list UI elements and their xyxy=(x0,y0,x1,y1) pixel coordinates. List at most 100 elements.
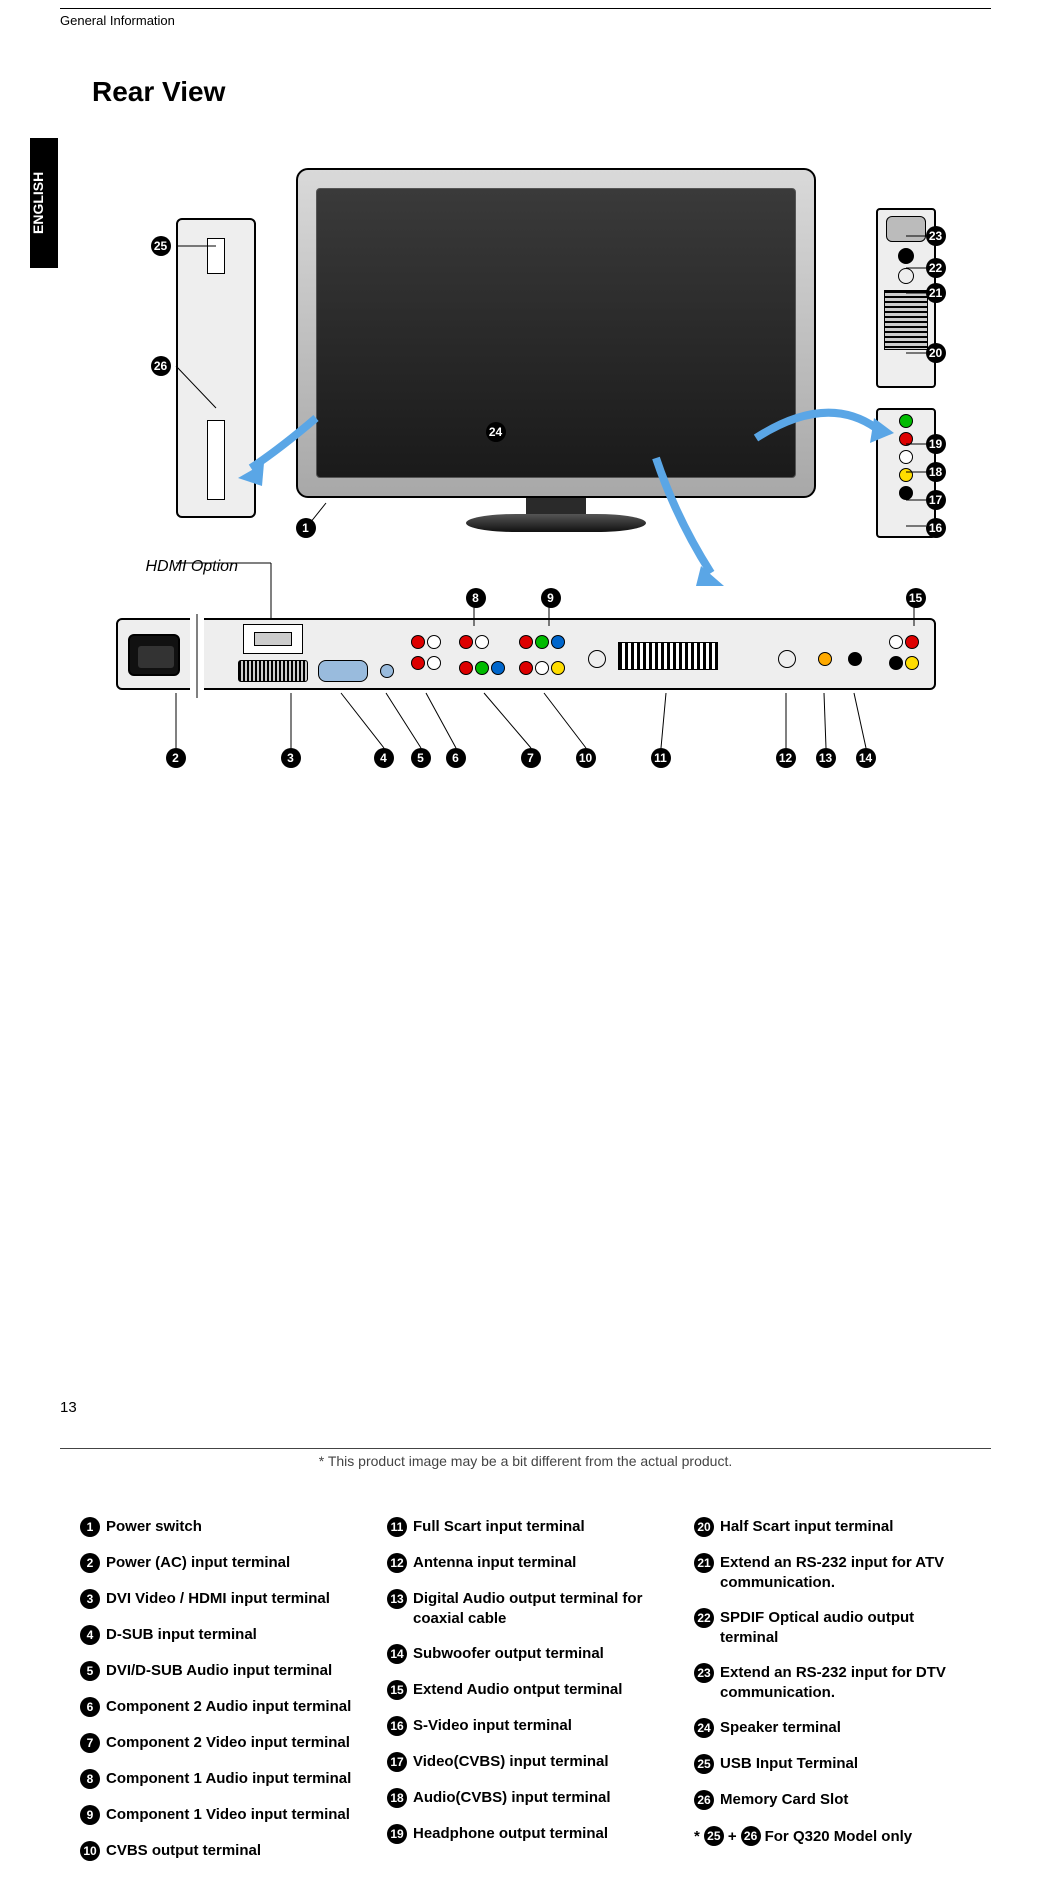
s-video-jack xyxy=(899,486,913,500)
legend-item-20: 20Half Scart input terminal xyxy=(694,1517,971,1537)
half-scart-port xyxy=(884,290,928,350)
legend-item-4: 4 D-SUB input terminal xyxy=(80,1625,357,1645)
legend-text: Power (AC) input terminal xyxy=(106,1553,357,1573)
legend-badge: 8 xyxy=(80,1769,100,1789)
callout-badge: 19 xyxy=(926,434,946,454)
digital-coax-out xyxy=(818,652,832,666)
legend-badge: 5 xyxy=(80,1661,100,1681)
legend-item-23: 23Extend an RS-232 input for DTV communi… xyxy=(694,1663,971,1702)
legend-text: Component 2 Video input terminal xyxy=(106,1733,357,1753)
component1-audio xyxy=(458,634,490,655)
hdmi-callout-box xyxy=(243,624,303,654)
legend-item-3: 3 DVI Video / HDMI input terminal xyxy=(80,1589,357,1609)
callout-14: 14 xyxy=(856,748,876,768)
hdmi-port xyxy=(254,632,292,646)
callout-6: 6 xyxy=(446,748,466,768)
callout-12: 12 xyxy=(776,748,796,768)
legend-text: Full Scart input terminal xyxy=(413,1517,664,1537)
legend-text: Antenna input terminal xyxy=(413,1553,664,1573)
legend-item-21: 21 Extend an RS-232 input for ATV communi… xyxy=(694,1553,971,1592)
legend-item-8: 8 Component 1 Audio input terminal xyxy=(80,1769,357,1789)
legend-text: USB Input Terminal xyxy=(720,1754,971,1774)
cvbs-out-coax xyxy=(588,650,606,668)
disclaimer-rule xyxy=(60,1448,991,1449)
legend-item-10: 10CVBS output terminal xyxy=(80,1841,357,1861)
page-number: 13 xyxy=(60,1399,77,1416)
legend-item-16: 16 S-Video input terminal xyxy=(387,1716,664,1736)
legend-text: Memory Card Slot xyxy=(720,1790,971,1810)
legend-badge: 2 xyxy=(80,1553,100,1573)
cvbs-audio-r xyxy=(899,432,913,446)
subwoofer-out xyxy=(848,652,862,666)
legend-badge: 1 xyxy=(80,1517,100,1537)
legend-item-25: 25 USB Input Terminal xyxy=(694,1754,971,1774)
legend-badge: 13 xyxy=(387,1589,407,1609)
legend-badge: 16 xyxy=(387,1716,407,1736)
legend-text: Power switch xyxy=(106,1517,357,1537)
rs232-atv-port xyxy=(898,268,914,284)
callout-badge: 3 xyxy=(281,748,301,768)
spdif-port xyxy=(898,248,914,264)
legend-item-17: 17 Video(CVBS) input terminal xyxy=(387,1752,664,1772)
legend-badge: 10 xyxy=(80,1841,100,1861)
callout-7: 7 xyxy=(521,748,541,768)
callout-badge: 16 xyxy=(926,518,946,538)
footnote-plus: + xyxy=(728,1828,737,1845)
callout-badge: 17 xyxy=(926,490,946,510)
legend-badge: 3 xyxy=(80,1589,100,1609)
callout-25: 25 xyxy=(151,236,171,256)
legend-text: S-Video input terminal xyxy=(413,1716,664,1736)
bottom-connector-strip xyxy=(116,618,936,690)
legend-badge: 14 xyxy=(387,1644,407,1664)
legend-badge: 21 xyxy=(694,1553,714,1573)
callout-badge: 7 xyxy=(521,748,541,768)
break-line xyxy=(190,614,204,698)
legend-badge: 26 xyxy=(694,1790,714,1810)
rs232-dtv-port xyxy=(886,216,926,242)
legend-text: Video(CVBS) input terminal xyxy=(413,1752,664,1772)
callout-badge: 6 xyxy=(446,748,466,768)
callout-badge: 13 xyxy=(816,748,836,768)
language-tab: ENGLISH xyxy=(30,138,58,268)
component2-audio xyxy=(410,634,442,676)
callout-badge: 18 xyxy=(926,462,946,482)
hdmi-option-label: HDMI Option xyxy=(146,558,238,576)
legend-text: DVI Video / HDMI input terminal xyxy=(106,1589,357,1609)
callout-badge: 10 xyxy=(576,748,596,768)
callout-badge: 26 xyxy=(151,356,171,376)
power-socket xyxy=(128,634,180,676)
legend-text: Extend Audio ontput terminal xyxy=(413,1680,664,1700)
legend-badge: 7 xyxy=(80,1733,100,1753)
callout-badge: 22 xyxy=(926,258,946,278)
legend: 1 Power switch 2 Power (AC) input terminal 3… xyxy=(60,1509,991,1877)
callout-badge: 2 xyxy=(166,748,186,768)
legend-badge: 4 xyxy=(80,1625,100,1645)
callout-24: 24 xyxy=(486,422,506,442)
callout-10: 10 xyxy=(576,748,596,768)
legend-badge: 20 xyxy=(694,1517,714,1537)
component2-video xyxy=(458,660,506,681)
callout-badge: 23 xyxy=(926,226,946,246)
legend-text: D-SUB input terminal xyxy=(106,1625,357,1645)
legend-text: Component 2 Audio input terminal xyxy=(106,1697,357,1717)
callout-badge: 12 xyxy=(776,748,796,768)
legend-item-19: 19Headphone output terminal xyxy=(387,1824,664,1844)
legend-badge: 25 xyxy=(694,1754,714,1774)
legend-col-2: 11Full Scart input terminal12Antenna inp… xyxy=(387,1509,664,1877)
callout-19: 19 xyxy=(926,434,946,454)
legend-text: Component 1 Audio input terminal xyxy=(106,1769,357,1789)
callout-11: 11 xyxy=(651,748,671,768)
legend-badge: 24 xyxy=(694,1718,714,1738)
antenna-port xyxy=(778,650,796,668)
legend-badge: 17 xyxy=(387,1752,407,1772)
callout-13: 13 xyxy=(816,748,836,768)
legend-footnote: * 25 + 26 For Q320 Model only xyxy=(694,1826,971,1846)
rear-view-diagram: HDMI Option xyxy=(116,168,936,768)
legend-item-14: 14 Subwoofer output terminal xyxy=(387,1644,664,1664)
legend-text: Subwoofer output terminal xyxy=(413,1644,664,1664)
callout-20: 20 xyxy=(926,343,946,363)
legend-text: Extend an RS-232 input for ATV communica… xyxy=(720,1553,971,1592)
legend-badge: 6 xyxy=(80,1697,100,1717)
dvi-audio-jack xyxy=(380,664,394,678)
monitor-back xyxy=(316,188,796,478)
